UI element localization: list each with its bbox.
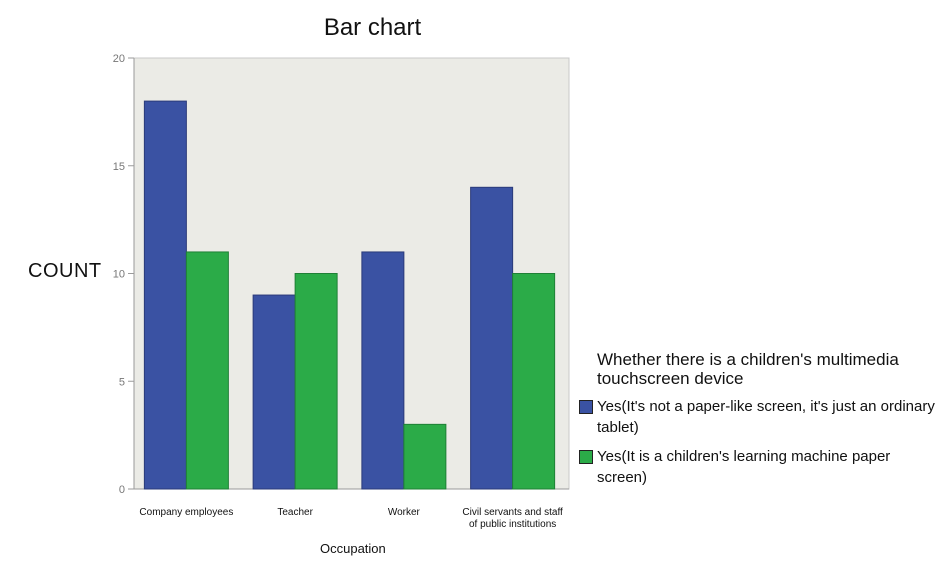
legend-item-tablet: Yes(It's not a paper-like screen, it's j… [579,396,939,438]
legend-title: Whether there is a children's multimedia… [597,350,899,388]
bar-tablet-1 [252,294,296,490]
x-tick-label: Worker [388,507,421,518]
bar-tablet-0 [143,100,187,490]
x-tick-label: Company employees [139,507,233,518]
chart-title: Bar chart [323,14,422,41]
legend-label-tablet: Yes(It's not a paper-like screen, it's j… [597,398,935,436]
bar-learning-machine-3 [512,273,556,490]
legend-item-learning-machine: Yes(It is a children's learning machine … [579,446,939,488]
y-tick-label: 0 [119,484,125,496]
y-axis-label: COUNT [28,260,102,282]
y-tick-label: 5 [119,376,125,388]
y-tick-label: 15 [113,161,125,173]
legend-swatch-learning-machine [579,450,593,464]
legend-swatch-tablet [579,400,593,414]
x-tick-label: Civil servants and staff of public instit… [462,507,563,530]
bar-tablet-3 [470,186,514,490]
x-tick-label: Teacher [277,507,313,518]
bar-learning-machine-2 [403,423,447,490]
bar-learning-machine-1 [294,273,338,490]
y-tick-label: 20 [113,53,125,65]
y-tick-label: 10 [113,269,125,281]
bar-tablet-2 [361,251,405,490]
legend: Whether there is a children's multimedia… [579,350,939,488]
legend-label-learning-machine: Yes(It is a children's learning machine … [597,448,891,486]
bar-learning-machine-0 [185,251,229,490]
x-axis-label: Occupation [320,541,386,556]
